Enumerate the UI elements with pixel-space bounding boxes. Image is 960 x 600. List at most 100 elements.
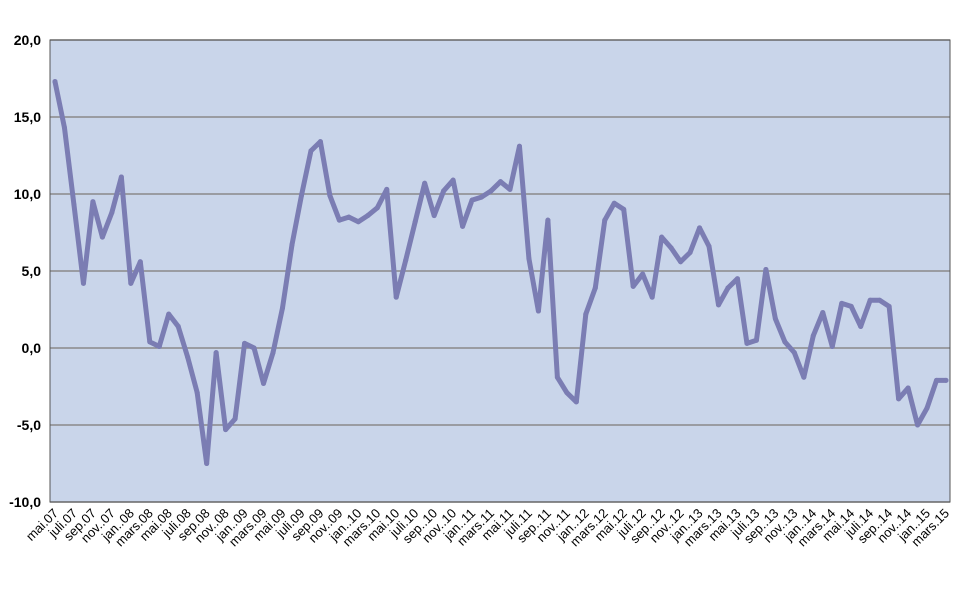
data-point (384, 186, 390, 192)
data-point (516, 143, 522, 149)
data-point (583, 311, 589, 317)
data-point (934, 377, 940, 383)
data-point (801, 374, 807, 380)
data-point (261, 380, 267, 386)
data-point (52, 79, 58, 85)
data-point (346, 214, 352, 220)
data-point (526, 256, 532, 262)
data-point (90, 199, 96, 205)
data-point (355, 219, 361, 225)
data-point (810, 333, 816, 339)
data-point (716, 302, 722, 308)
data-point (469, 197, 475, 203)
data-point (621, 206, 627, 212)
data-point (734, 276, 740, 282)
y-axis-tick-labels: -10,0 -5,0 0,0 5,0 10,0 15,0 20,0 (9, 32, 41, 510)
data-point (772, 316, 778, 322)
data-point (80, 280, 86, 286)
data-point (649, 294, 655, 300)
data-point (829, 343, 835, 349)
data-point (867, 297, 873, 303)
data-point (109, 209, 115, 215)
data-point (327, 193, 333, 199)
data-point (858, 323, 864, 329)
data-point (147, 339, 153, 345)
data-point (308, 148, 314, 154)
data-point (678, 259, 684, 265)
data-point (554, 374, 560, 380)
y-tick-label: 10,0 (14, 186, 41, 202)
data-point (564, 390, 570, 396)
data-point (251, 345, 257, 351)
data-point (71, 202, 77, 208)
data-point (611, 200, 617, 206)
data-point (61, 125, 67, 131)
y-tick-label: 0,0 (22, 340, 42, 356)
data-point (175, 323, 181, 329)
data-point (166, 311, 172, 317)
data-point (668, 245, 674, 251)
data-point (223, 427, 229, 433)
data-point (687, 250, 693, 256)
data-point (118, 174, 124, 180)
data-point (943, 377, 949, 383)
data-point (450, 177, 456, 183)
data-point (896, 396, 902, 402)
data-point (924, 405, 930, 411)
data-point (820, 310, 826, 316)
data-point (659, 234, 665, 240)
data-point (535, 308, 541, 314)
data-point (753, 337, 759, 343)
plot-frame (49, 39, 951, 503)
data-point (213, 350, 219, 356)
x-axis-tick-labels: mai.07juli.07sep.07nov..07jan..08mars.08… (23, 506, 952, 550)
y-tick-label: 15,0 (14, 109, 41, 125)
data-point (298, 193, 304, 199)
data-point (886, 303, 892, 309)
data-point (365, 213, 371, 219)
data-point (498, 179, 503, 185)
data-point (242, 340, 248, 346)
data-point (279, 305, 285, 311)
data-point (185, 354, 191, 360)
data-point (289, 242, 295, 248)
data-point (697, 225, 703, 231)
data-point (915, 422, 921, 428)
data-point (479, 194, 485, 200)
data-point (507, 186, 513, 192)
data-point (725, 285, 731, 291)
data-point (782, 339, 788, 345)
data-point (877, 297, 883, 303)
data-point (592, 285, 598, 291)
data-point (488, 188, 494, 194)
data-point (374, 205, 380, 211)
data-point (232, 416, 238, 422)
y-tick-label: -10,0 (9, 494, 41, 510)
data-point (763, 266, 769, 272)
data-point (744, 340, 750, 346)
data-point (640, 271, 646, 277)
data-point (791, 350, 797, 356)
y-tick-label: -5,0 (17, 417, 41, 433)
data-point (602, 217, 608, 223)
data-point (630, 283, 636, 289)
data-point (412, 219, 418, 225)
data-point (422, 180, 428, 186)
data-point (706, 243, 712, 249)
data-point (393, 294, 399, 300)
data-point (905, 385, 911, 391)
series-points (52, 79, 949, 466)
data-point (441, 188, 447, 194)
data-point (270, 350, 276, 356)
y-tick-label: 20,0 (14, 32, 41, 48)
data-point (317, 139, 323, 145)
data-point (573, 399, 579, 405)
data-point (99, 234, 105, 240)
data-point (460, 223, 466, 229)
data-point (128, 280, 134, 286)
data-point (431, 213, 437, 219)
data-point (403, 257, 409, 263)
data-point (545, 217, 551, 223)
data-point (156, 343, 162, 349)
